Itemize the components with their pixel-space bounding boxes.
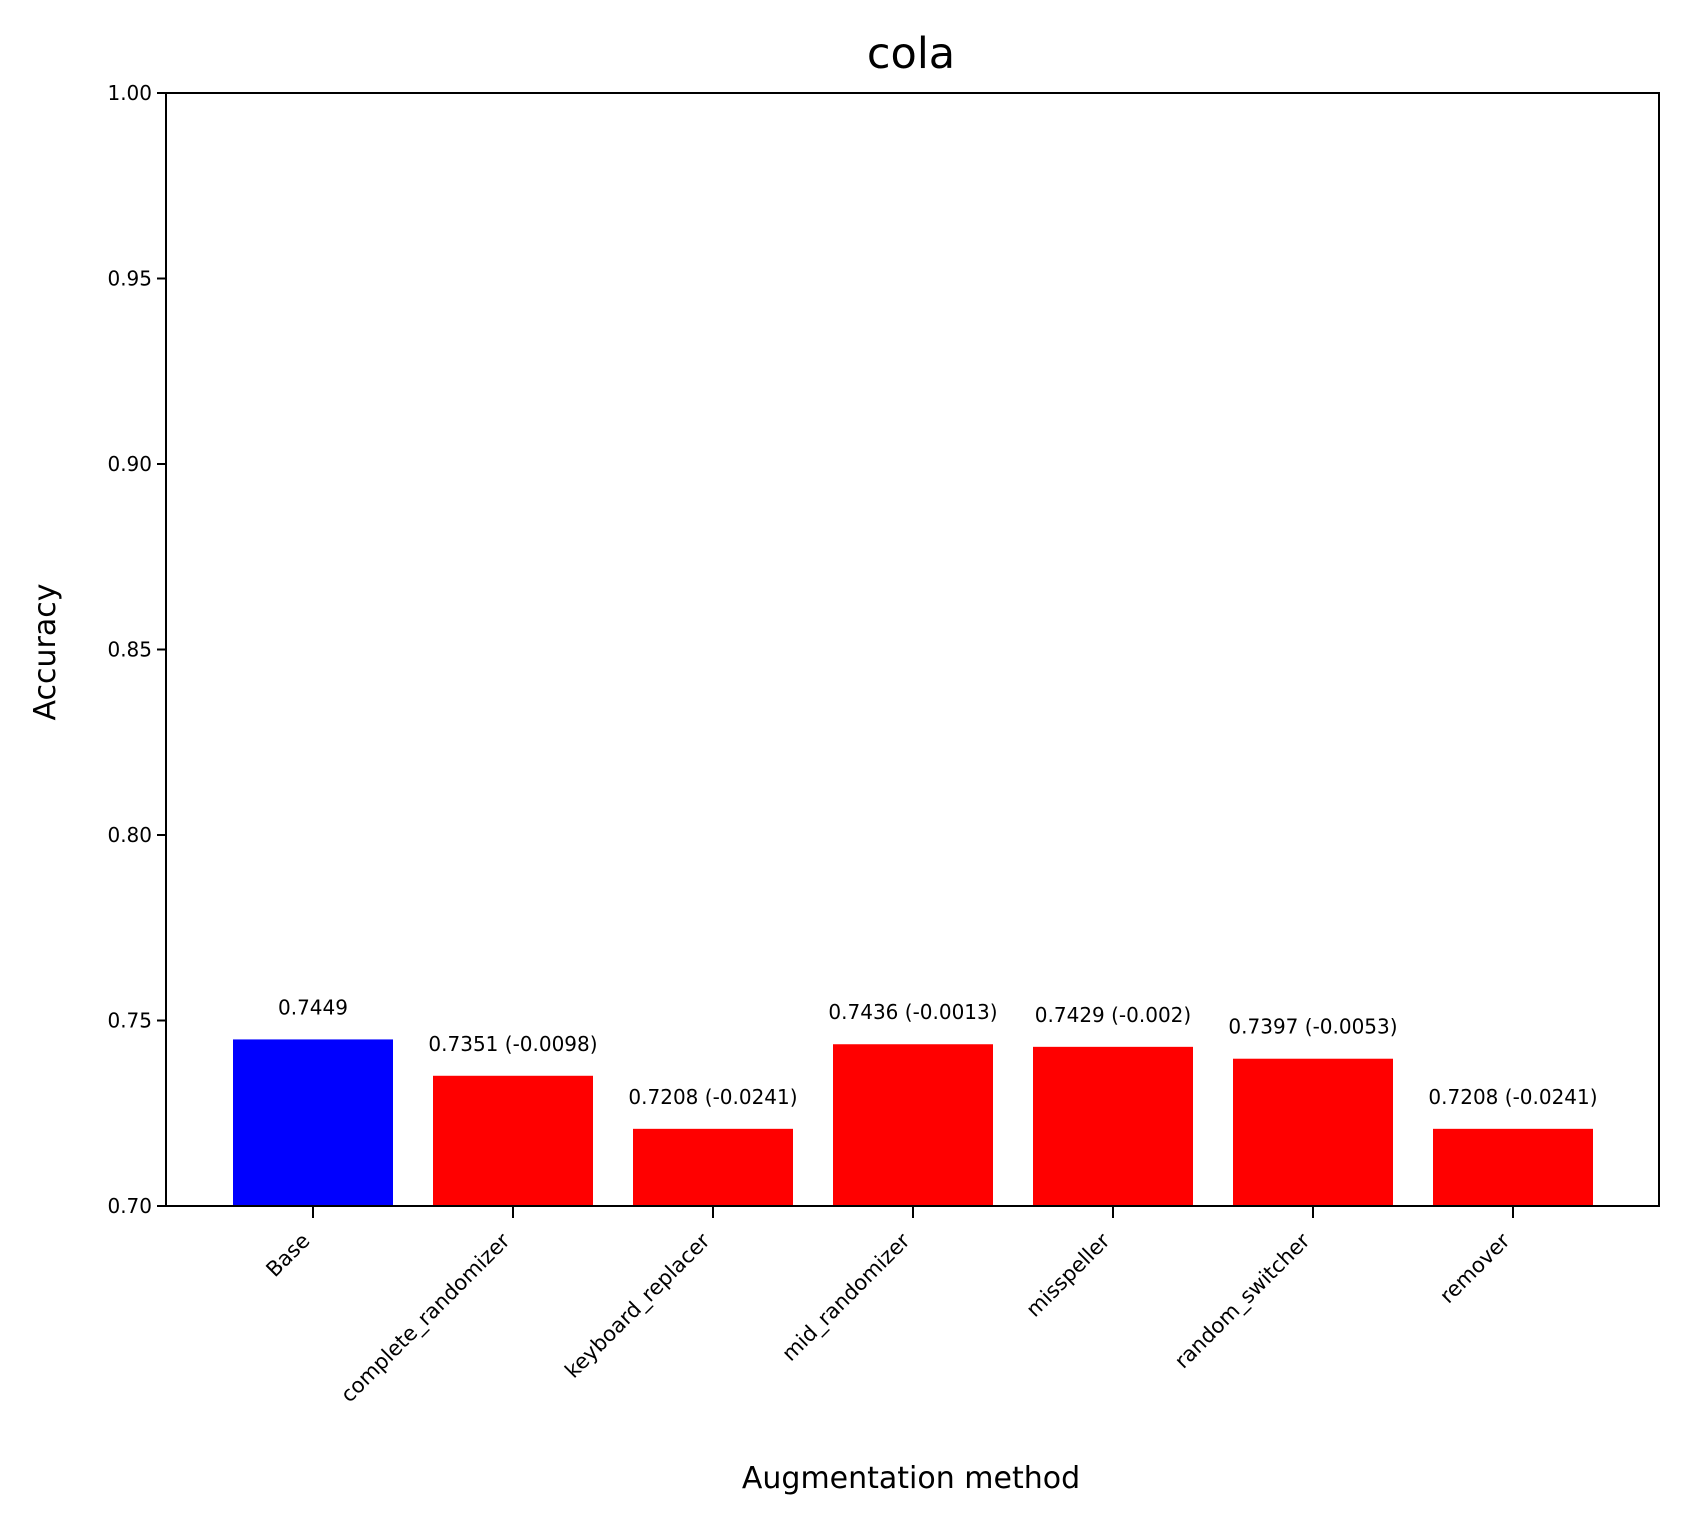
bar-mid_randomizer [833,1044,993,1206]
bar-complete_randomizer [433,1075,593,1206]
y-axis-label: Accuracy [28,584,63,721]
bar-misspeller [1033,1046,1193,1206]
x-tick-label: keyboard_replacer [560,1228,715,1383]
y-tick-label: 0.85 [107,638,152,662]
y-tick-label: 0.75 [107,1009,152,1033]
bar-remover [1433,1128,1593,1206]
bar-keyboard_replacer [633,1128,793,1206]
y-tick-label: 0.95 [107,267,152,291]
data-label: 0.7208 (-0.0241) [1428,1085,1597,1109]
ticks-layer: 0.70 0.75 0.80 0.85 0.90 0.95 1.00 Base complete… [107,81,1514,1408]
x-tick-label: Base [261,1229,314,1282]
y-tick-label: 0.80 [107,823,152,847]
data-label: 0.7429 (-0.002) [1035,1003,1191,1027]
x-axis-label: Augmentation method [742,1461,1080,1496]
data-label: 0.7351 (-0.0098) [428,1032,597,1056]
bars-layer: 0.7449 0.7351 (-0.0098) 0.7208 (-0.0241) 0.… [233,995,1598,1206]
bar-random_switcher [1233,1058,1393,1206]
x-tick-label: random_switcher [1170,1228,1316,1374]
bar-Base [233,1039,393,1206]
x-tick-label: misspeller [1021,1228,1114,1321]
data-label: 0.7449 [278,995,348,1019]
y-tick-label: 0.90 [107,452,152,476]
y-tick-label: 1.00 [107,81,152,105]
data-label: 0.7397 (-0.0053) [1228,1015,1397,1039]
x-tick-label: complete_randomizer [336,1228,515,1407]
plot-frame [165,92,1660,1207]
data-label: 0.7208 (-0.0241) [628,1085,797,1109]
chart-title: cola [867,29,955,79]
data-label: 0.7436 (-0.0013) [828,1000,997,1024]
x-tick-label: remover [1435,1228,1515,1308]
x-tick-label: mid_randomizer [777,1228,915,1366]
y-tick-label: 0.70 [107,1194,152,1218]
